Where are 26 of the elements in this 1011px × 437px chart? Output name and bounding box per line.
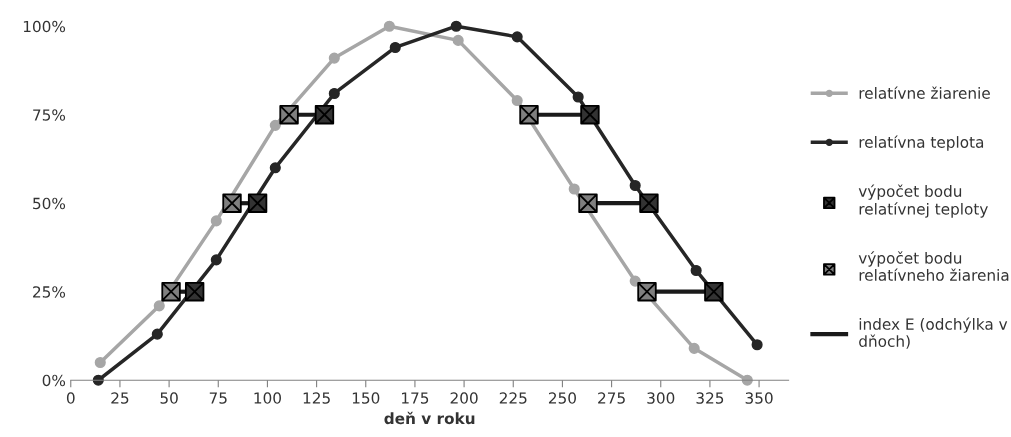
x-tick-label: 300 — [647, 392, 675, 404]
y-tick-label: 0% — [42, 374, 66, 387]
x-tick-label: 250 — [548, 392, 576, 404]
x-tick-label: 150 — [352, 392, 380, 404]
legend-label: výpočet bodu relatívnej teploty — [858, 184, 988, 218]
x-tick-label: 200 — [450, 392, 478, 404]
legend-label: relatívne žiarenie — [859, 86, 990, 99]
x-tick-label: 75 — [209, 392, 227, 404]
y-tick-label: 50% — [33, 197, 66, 210]
x-tick-label: 25 — [111, 392, 129, 404]
y-tick-label: 75% — [33, 109, 66, 121]
legend-label: výpočet bodu relatívneho žiarenia — [858, 251, 1009, 281]
y-tick-label: 25% — [33, 286, 66, 298]
x-tick-label: 125 — [303, 392, 330, 404]
x-tick-label: 350 — [745, 392, 773, 404]
x-tick-label: 50 — [160, 392, 178, 404]
legend-label: index E (odchýlka v dňoch) — [859, 317, 1008, 349]
x-tick-label: 325 — [696, 392, 724, 404]
x-tick-label: 225 — [499, 392, 527, 404]
x-tick-label: 100 — [254, 392, 281, 404]
x-tick-label: 175 — [402, 392, 429, 404]
x-tick-label: 0 — [66, 392, 75, 404]
y-tick-label: 100% — [23, 20, 66, 33]
legend-label: relatívna teplota — [859, 135, 984, 151]
x-axis-title: deň v roku — [384, 411, 475, 425]
x-tick-label: 275 — [598, 392, 625, 404]
